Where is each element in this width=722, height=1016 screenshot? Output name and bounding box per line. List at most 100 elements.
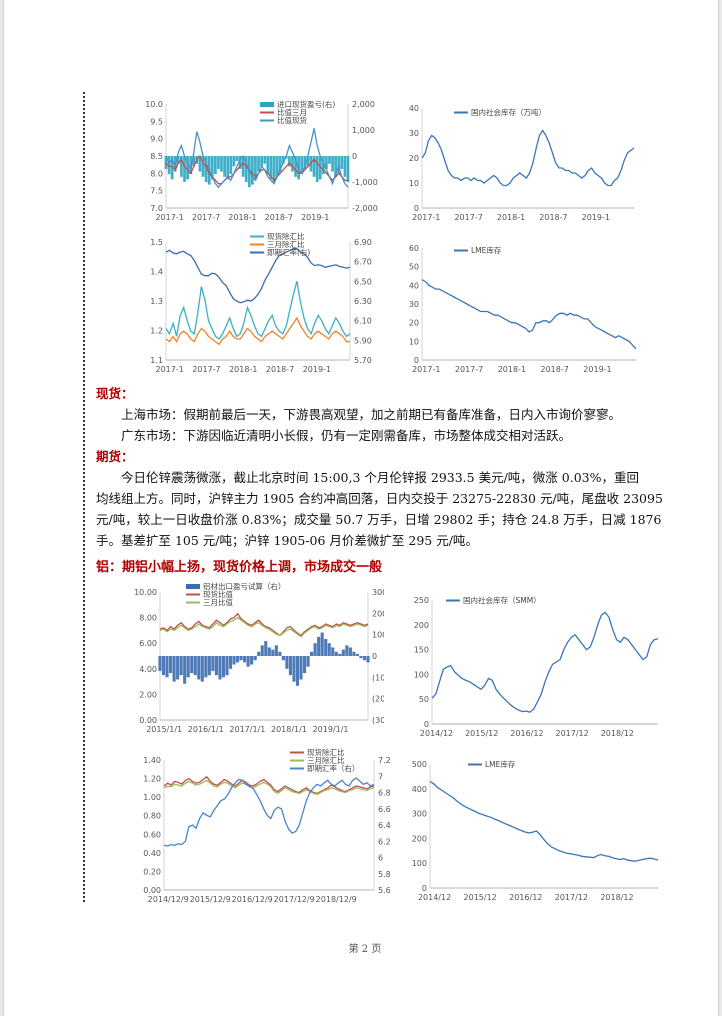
bar xyxy=(197,656,201,680)
bar xyxy=(288,656,293,676)
bar xyxy=(250,656,254,665)
bar xyxy=(312,156,316,177)
bar xyxy=(214,656,218,676)
bar xyxy=(292,656,296,682)
y2-tick-label: 5.70 xyxy=(354,356,372,365)
bar xyxy=(266,156,270,175)
futures-line-3: 元/吨，较上一日收盘价涨 0.83%；成交量 50.7 万手，日增 29802 … xyxy=(96,512,662,527)
legend-label: 现货比值 xyxy=(203,589,233,599)
y-tick-label: 200 xyxy=(414,621,429,630)
series-line xyxy=(163,775,375,795)
x-tick-label: 2017-1 xyxy=(156,365,184,374)
bar xyxy=(172,656,176,682)
y2-tick-label: -2,000 xyxy=(352,204,378,213)
y-tick-label: 500 xyxy=(412,760,427,769)
x-tick-label: 2017-7 xyxy=(454,213,482,222)
x-tick-label: 2018/12/9 xyxy=(316,895,357,904)
x-tick-label: 2018/1/1 xyxy=(271,725,307,734)
legend-label: 现货除汇比 xyxy=(267,232,305,241)
y2-tick-label: 6.90 xyxy=(354,238,372,247)
y-tick-label: 20 xyxy=(409,319,419,328)
bar xyxy=(189,156,193,175)
x-tick-label: 2017-7 xyxy=(192,213,220,222)
legend-label: 比值三月 xyxy=(277,107,307,117)
spot-guangdong: 广东市场：下游因临近清明小长假，仍有一定刚需备库，市场整体成交相对活跃。 xyxy=(121,428,572,443)
y-tick-label: 1.40 xyxy=(143,756,161,765)
y-tick-label: 1.1 xyxy=(150,356,163,365)
bar xyxy=(317,636,321,656)
y-tick-label: 50 xyxy=(409,263,419,272)
futures-line-2: 均线组上方。同时，沪锌主力 1905 合约冲高回落，日内交投于 23275-22… xyxy=(96,491,663,506)
y-tick-label: 0.60 xyxy=(143,830,161,839)
x-tick-label: 2015/12 xyxy=(465,729,498,738)
y-tick-label: 100 xyxy=(412,859,427,868)
bar xyxy=(285,656,289,669)
x-tick-label: 2016/12/9 xyxy=(232,895,273,904)
chart-al-lme-stock: 500 400 300 200 100 0 2014/12 2015/12 2016/12 201… xyxy=(400,752,662,908)
bar xyxy=(269,156,273,180)
legend-label: 进口现货盈亏(右) xyxy=(277,99,335,109)
y-tick-label: 9.5 xyxy=(150,117,163,126)
bar xyxy=(204,656,208,678)
legend-label: LME库存 xyxy=(485,759,516,769)
legend-label: 三月比值 xyxy=(203,597,233,607)
y2-tick-label: 0 xyxy=(372,652,377,661)
y2-tick-label: -1,000 xyxy=(352,178,378,187)
series-line xyxy=(431,611,659,713)
bar xyxy=(313,643,317,656)
bar xyxy=(221,656,226,678)
x-tick-label: 2016/12 xyxy=(510,729,543,738)
bar xyxy=(180,156,183,177)
y-tick-label: 40 xyxy=(409,281,419,290)
bar xyxy=(186,656,190,678)
series-line xyxy=(165,316,350,346)
y2-tick-label: 6.4 xyxy=(378,821,391,830)
y-tick-label: 10 xyxy=(409,179,419,188)
bar xyxy=(318,156,322,180)
y2-tick-label: 6.10 xyxy=(354,317,372,326)
x-tick-label: 2017/1/1 xyxy=(229,725,265,734)
bar xyxy=(352,651,356,656)
bar xyxy=(238,156,242,169)
y-tick-label: 8.00 xyxy=(139,614,157,623)
bar xyxy=(239,656,243,661)
x-tick-label: 2019-1 xyxy=(303,365,331,374)
bar xyxy=(310,651,314,656)
bar xyxy=(331,156,334,172)
bar xyxy=(275,156,279,177)
y-tick-label: 1.5 xyxy=(150,238,163,247)
chart-al-domestic-stock: 250 200 150 100 50 0 2014/12 2015/12 2016/12 2017… xyxy=(400,586,662,740)
y-tick-label: 4.00 xyxy=(139,665,157,674)
series-line xyxy=(165,128,349,189)
y-tick-label: 7.5 xyxy=(150,187,163,196)
x-tick-label: 2017-1 xyxy=(412,365,440,374)
spot-section: 现货： 上海市场：假期前最后一天，下游畏高观望，加之前期已有备库准备，日内入市询… xyxy=(96,383,696,551)
series-line xyxy=(165,248,351,304)
margin-rule xyxy=(83,92,85,902)
bar xyxy=(338,653,342,656)
chart-zinc-domestic-stock: 40 30 20 10 0 2017-1 2017-7 2018-1 2018-7 2019-1 国… xyxy=(400,96,648,230)
x-tick-label: 2018/12 xyxy=(601,729,634,738)
x-tick-label: 2019-1 xyxy=(583,365,611,374)
bar xyxy=(267,647,271,656)
bar xyxy=(226,156,230,180)
y2-tick-label: 5.6 xyxy=(378,886,391,895)
bar xyxy=(328,156,331,164)
y-tick-label: 1.3 xyxy=(150,297,163,306)
x-tick-label: 2015/1/1 xyxy=(146,725,182,734)
y-tick-label: 10.00 xyxy=(134,588,157,597)
bar xyxy=(315,156,319,182)
x-tick-label: 2019-1 xyxy=(582,213,610,222)
x-tick-label: 2015/12/9 xyxy=(190,895,231,904)
x-tick-label: 2015/12 xyxy=(464,893,497,902)
x-tick-label: 2016/1/1 xyxy=(188,725,224,734)
y-tick-label: 0.40 xyxy=(143,849,161,858)
bar xyxy=(355,653,359,656)
y-tick-label: 0 xyxy=(414,204,419,213)
x-tick-label: 2019-1 xyxy=(301,213,329,222)
bar xyxy=(232,656,236,665)
bar xyxy=(299,656,303,680)
spot-heading: 现货： xyxy=(96,386,134,401)
y2-tick-label: 6.2 xyxy=(378,837,391,846)
